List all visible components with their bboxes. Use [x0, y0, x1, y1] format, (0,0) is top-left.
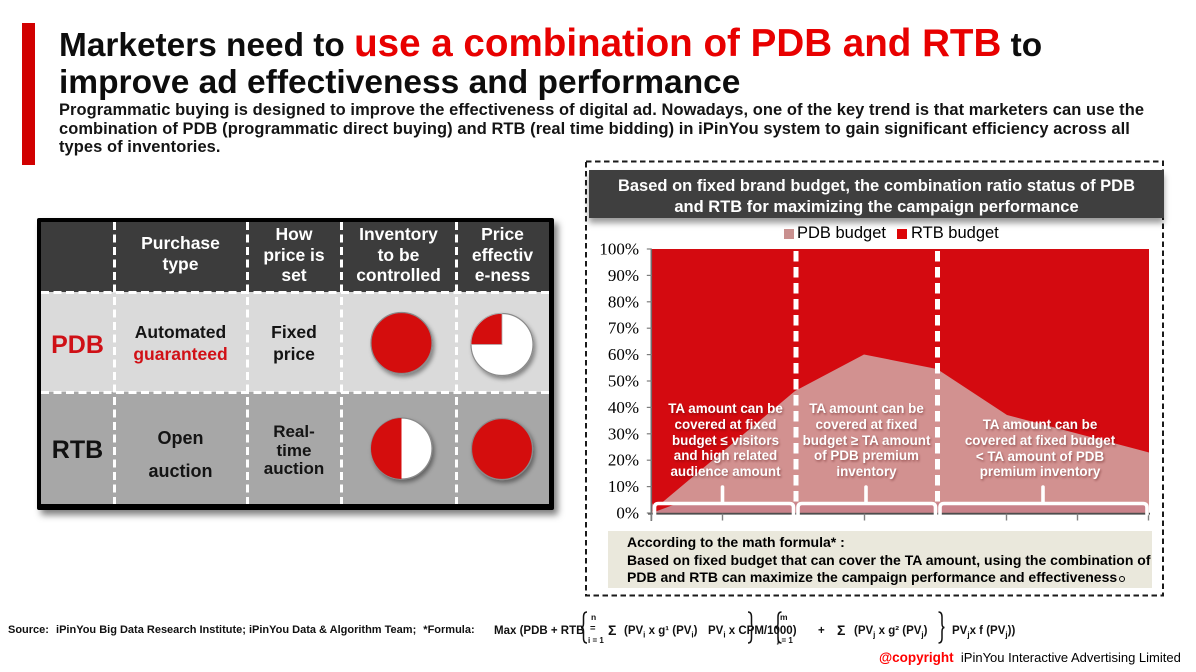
svg-text:60%: 60% — [608, 345, 639, 364]
svg-text:0%: 0% — [616, 504, 639, 523]
svg-text:100%: 100% — [599, 240, 639, 259]
svg-text:90%: 90% — [608, 266, 639, 285]
svg-text:30%: 30% — [608, 424, 639, 443]
svg-text:70%: 70% — [608, 319, 639, 338]
svg-text:80%: 80% — [608, 292, 639, 311]
svg-text:50%: 50% — [608, 372, 639, 391]
svg-text:40%: 40% — [608, 398, 639, 417]
svg-text:10%: 10% — [608, 477, 639, 496]
svg-text:20%: 20% — [608, 451, 639, 470]
